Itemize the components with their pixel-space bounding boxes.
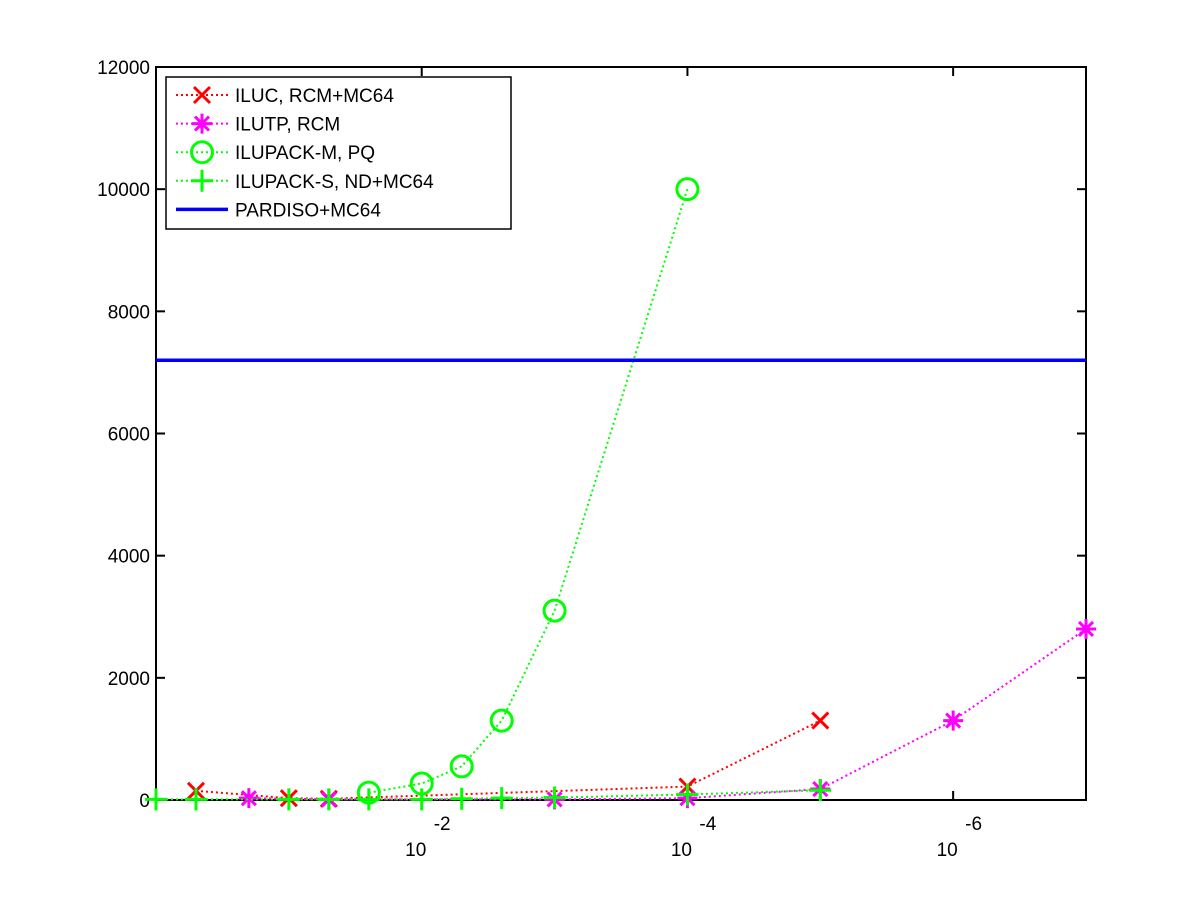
data-point-marker xyxy=(676,783,699,806)
y-tick-label: 0 xyxy=(139,791,150,812)
data-point-marker xyxy=(943,710,964,731)
legend-label: ILUTP, RCM xyxy=(235,115,340,136)
legend-swatch xyxy=(176,85,228,105)
data-point-marker xyxy=(277,788,300,811)
legend-marker xyxy=(192,85,212,105)
y-tick-label: 2000 xyxy=(108,669,150,690)
legend-label: ILUPACK-S, ND+MC64 xyxy=(235,172,434,193)
y-tick-label: 4000 xyxy=(108,547,150,568)
legend-marker xyxy=(190,140,214,165)
data-point-marker xyxy=(542,598,567,623)
y-tick-label: 12000 xyxy=(97,58,150,79)
legend-box xyxy=(165,76,512,230)
series-4 xyxy=(145,779,832,811)
x-tick-label-exponent: -6 xyxy=(965,814,982,835)
data-point-marker xyxy=(543,786,566,809)
axis-ticks: 0 2000 4000 6000 8000 10000 12000 10 -2 10 -4 10 -6 xyxy=(97,58,1086,861)
data-point-marker xyxy=(317,788,340,811)
y-tick-label: 6000 xyxy=(108,425,150,446)
x-tick-label-base: 10 xyxy=(937,840,958,861)
x-tick-label-base: 10 xyxy=(671,840,692,861)
data-point-marker xyxy=(489,708,514,733)
x-tick-label-exponent: -4 xyxy=(699,814,716,835)
legend-swatch xyxy=(176,169,228,192)
data-point-marker xyxy=(450,787,473,810)
x-tick-label-exponent: -2 xyxy=(434,814,451,835)
data-point-marker xyxy=(184,788,207,811)
legend-label: PARDISO+MC64 xyxy=(235,200,381,221)
data-point-marker xyxy=(809,779,832,802)
data-point-marker xyxy=(357,788,380,811)
data-point-marker xyxy=(811,711,830,730)
legend-swatch xyxy=(176,113,228,134)
x-tick-label-base: 10 xyxy=(405,840,426,861)
data-point-marker xyxy=(490,787,513,810)
data-point-marker xyxy=(410,788,433,811)
legend-label: ILUPACK-M, PQ xyxy=(235,143,375,164)
data-point-marker xyxy=(145,788,167,811)
y-tick-label: 8000 xyxy=(108,302,150,323)
y-tick-label: 10000 xyxy=(97,180,150,201)
legend-swatch xyxy=(176,140,228,165)
legend-marker xyxy=(191,169,213,192)
data-point-marker xyxy=(449,754,474,779)
data-point-marker xyxy=(675,177,700,202)
series-layer xyxy=(145,177,1096,811)
data-point-marker xyxy=(238,788,259,809)
legend-label: ILUC, RCM+MC64 xyxy=(235,86,394,107)
series-line xyxy=(195,719,821,800)
data-point-marker xyxy=(1076,618,1096,639)
legend: ILUC, RCM+MC64 ILUTP, RCM ILUPACK-M, PQ ILU… xyxy=(165,76,512,230)
legend-marker xyxy=(192,113,212,134)
